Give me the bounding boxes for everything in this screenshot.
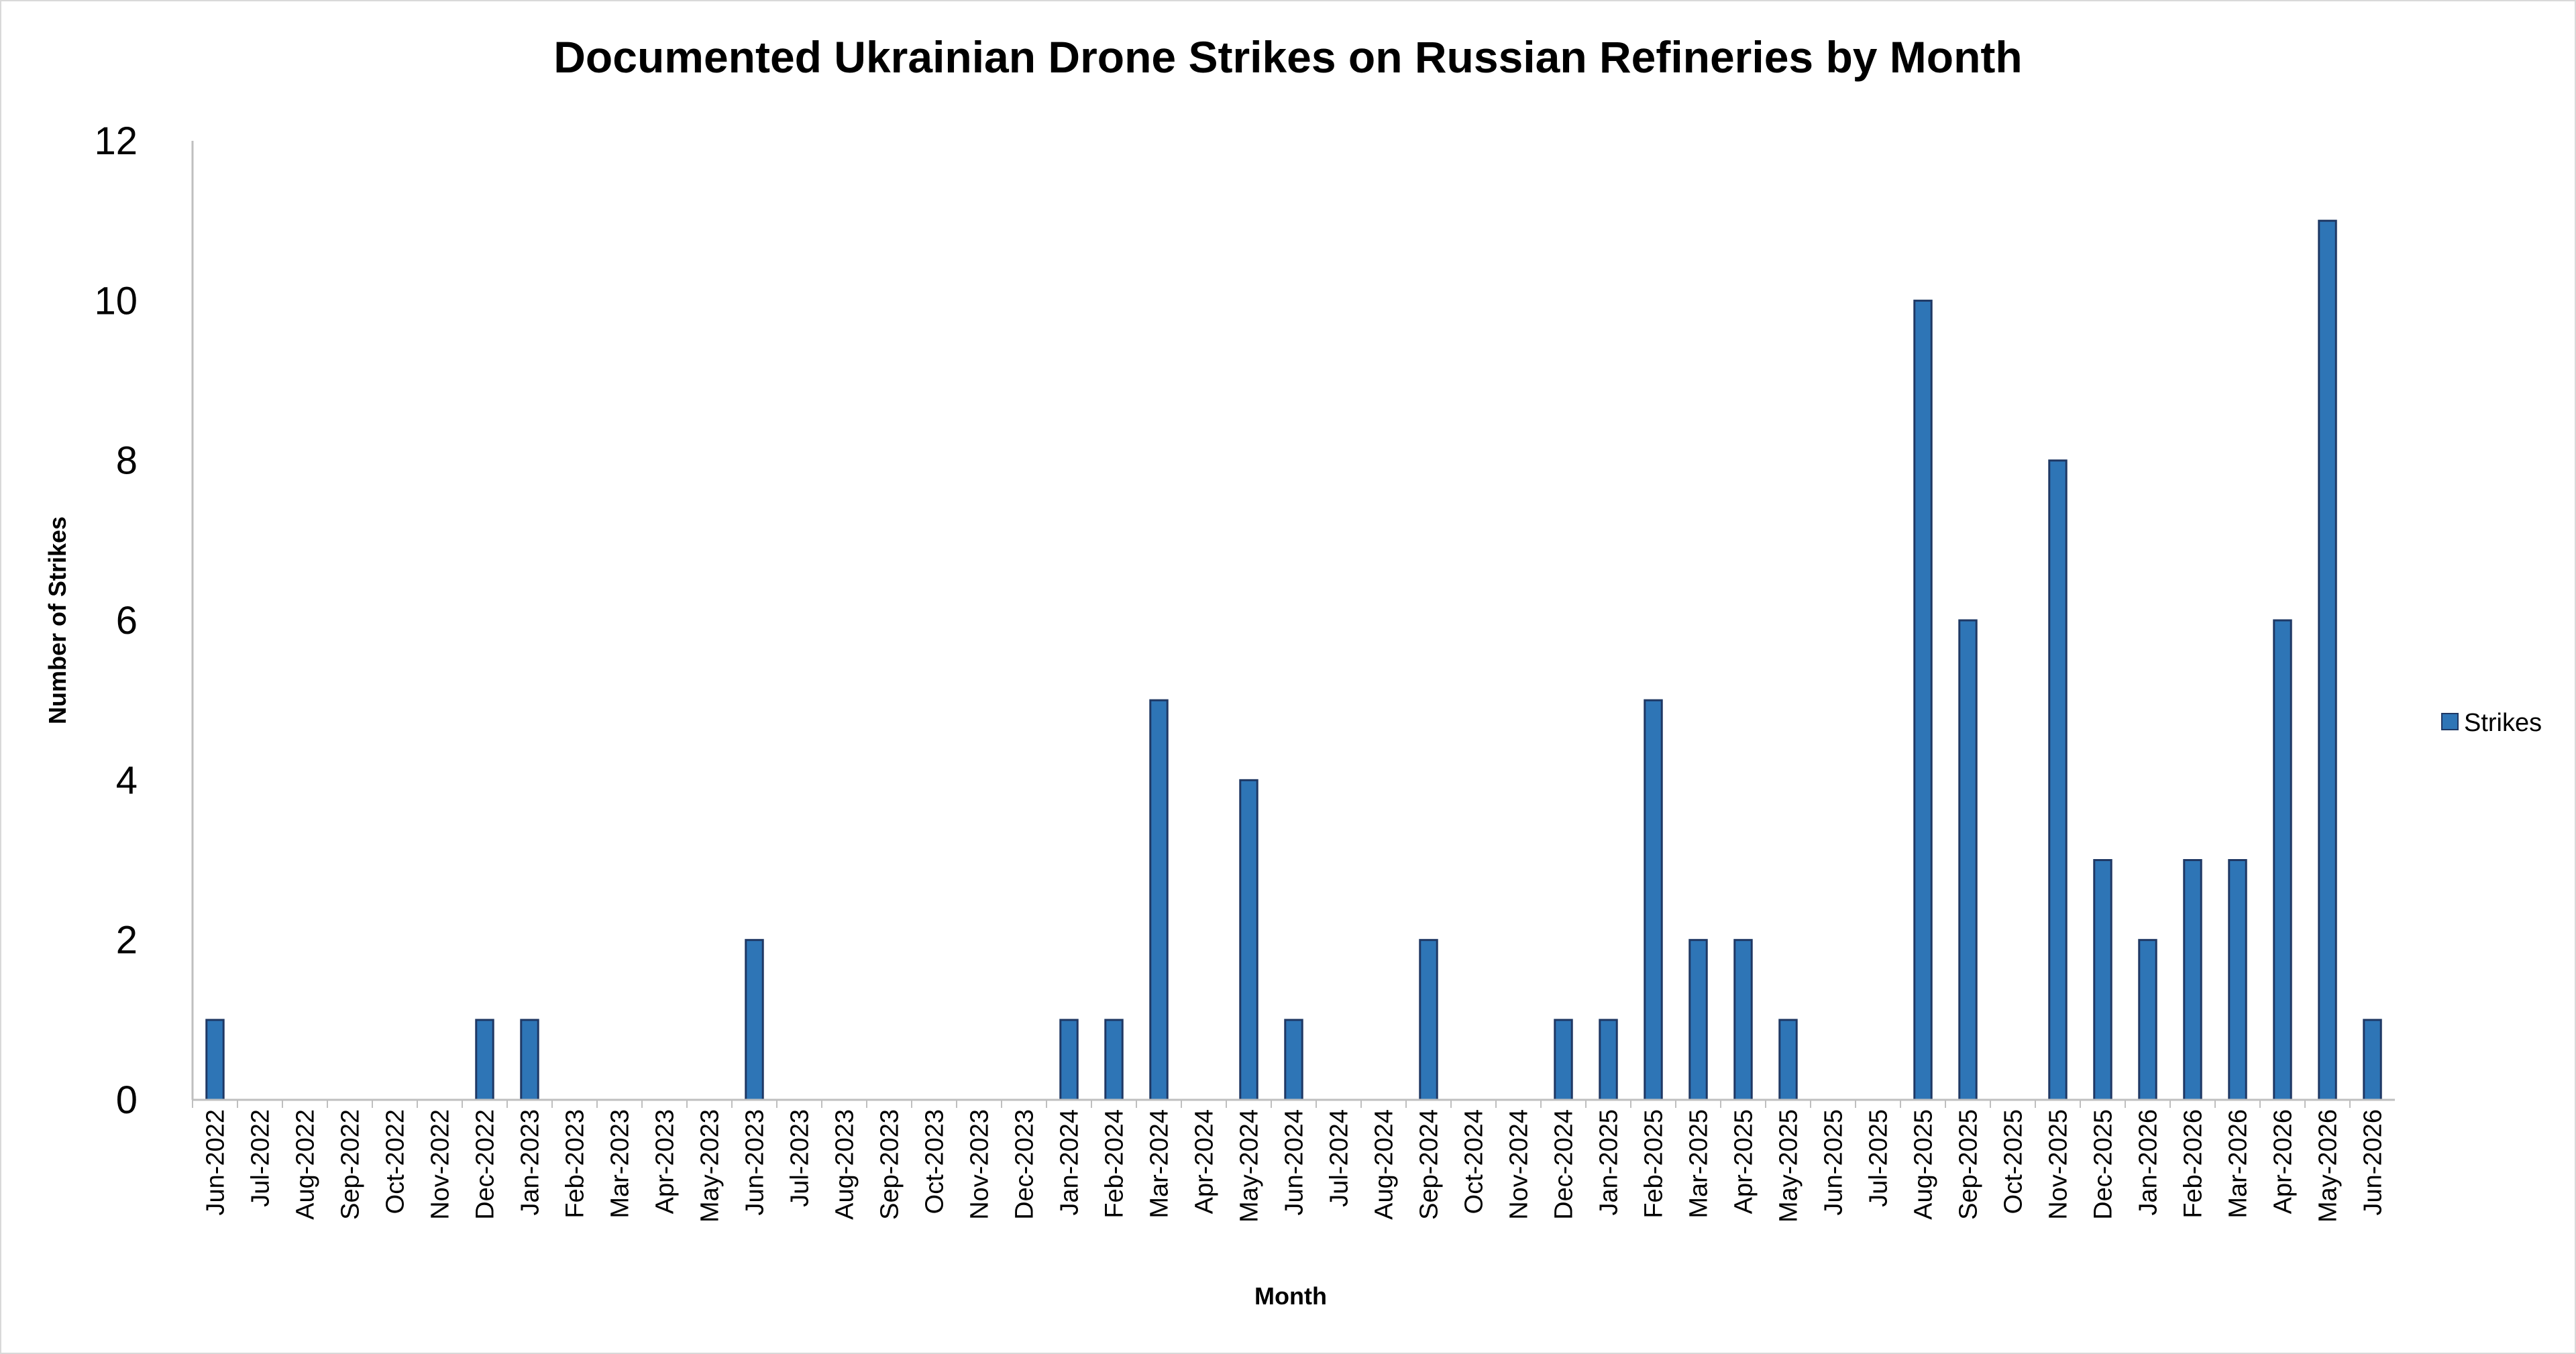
x-tick-label: May-2026 [2314, 1109, 2343, 1223]
bar [1149, 699, 1169, 1101]
bar [1958, 619, 1978, 1101]
x-axis-ticks: Jun-2022 Jul-2022 Aug-2022 Sep-2022 Oct-2022… [192, 1100, 2387, 1223]
y-tick-label: 2 [116, 919, 138, 962]
chart-title: Documented Ukrainian Drone Strikes on Ru… [553, 32, 2022, 82]
x-tick-label: Nov-2024 [1505, 1109, 1534, 1220]
x-tick-label: Mar-2025 [1685, 1109, 1713, 1219]
x-tick-label: Jun-2022 [202, 1109, 230, 1215]
x-tick-label: Aug-2025 [1910, 1109, 1938, 1220]
x-tick-label: Jan-2024 [1056, 1109, 1084, 1215]
x-tick-label: Oct-2022 [382, 1109, 410, 1214]
bar [2183, 859, 2202, 1101]
bar [1284, 1019, 1303, 1101]
x-tick-label: Jul-2024 [1326, 1109, 1354, 1207]
legend-swatch [2441, 713, 2459, 730]
x-tick-label: Sep-2024 [1415, 1109, 1444, 1220]
x-tick-label: May-2024 [1236, 1109, 1264, 1223]
y-tick-label: 10 [94, 279, 138, 323]
x-tick-label: Apr-2023 [651, 1109, 680, 1214]
bar [475, 1019, 494, 1101]
x-tick-label: Oct-2025 [2000, 1109, 2028, 1214]
x-tick-label: Mar-2026 [2224, 1109, 2253, 1219]
bar [205, 1019, 225, 1101]
x-tick-label: Feb-2023 [561, 1109, 590, 1219]
bar [2093, 859, 2112, 1101]
bar [1778, 1019, 1798, 1101]
bar [1419, 939, 1438, 1101]
bar [1059, 1019, 1079, 1101]
x-tick-label: Jun-2024 [1281, 1109, 1309, 1215]
x-tick-label: Mar-2023 [606, 1109, 635, 1219]
x-tick-label: May-2025 [1775, 1109, 1803, 1223]
x-tick-label: Nov-2022 [427, 1109, 455, 1220]
x-tick-label: Oct-2024 [1460, 1109, 1489, 1214]
x-tick-label: Jan-2026 [2135, 1109, 2163, 1215]
x-tick-label: Aug-2024 [1371, 1109, 1399, 1220]
bar [2138, 939, 2157, 1101]
x-tick-label: Apr-2025 [1730, 1109, 1758, 1214]
x-tick-label: Nov-2025 [2045, 1109, 2073, 1220]
bar [520, 1019, 539, 1101]
x-tick-label: Aug-2023 [831, 1109, 859, 1220]
bar [2228, 859, 2247, 1101]
x-tick-label: Jun-2023 [741, 1109, 769, 1215]
x-tick-label: Feb-2026 [2180, 1109, 2208, 1219]
x-tick-label: Sep-2023 [876, 1109, 904, 1220]
x-tick-label: Dec-2025 [2090, 1109, 2118, 1220]
bar [1644, 699, 1663, 1101]
y-tick-label: 12 [94, 119, 138, 163]
y-tick-label: 6 [116, 599, 138, 642]
x-tick-label: Jun-2025 [1820, 1109, 1848, 1215]
x-tick-label: Dec-2022 [472, 1109, 500, 1220]
x-tick-label: Sep-2025 [1955, 1109, 1983, 1220]
y-tick-label: 4 [116, 758, 138, 802]
bar [1733, 939, 1753, 1101]
x-tick-label: Nov-2023 [966, 1109, 994, 1220]
bar [1104, 1019, 1124, 1101]
x-tick-label: Feb-2024 [1101, 1109, 1129, 1219]
x-tick-label: Dec-2024 [1550, 1109, 1578, 1220]
x-tick-label: Aug-2022 [292, 1109, 320, 1220]
bar [2273, 619, 2292, 1101]
bar [1554, 1019, 1573, 1101]
bar [2318, 219, 2337, 1101]
bar [1688, 939, 1708, 1101]
x-tick-label: Apr-2026 [2269, 1109, 2298, 1214]
bars [205, 219, 2382, 1101]
x-tick-label: Oct-2023 [921, 1109, 949, 1214]
y-axis-title: Number of Strikes [44, 516, 71, 724]
x-tick-label: Jul-2022 [247, 1109, 275, 1207]
bar [745, 939, 764, 1101]
x-tick-label: Jan-2023 [517, 1109, 545, 1215]
x-tick-label: Sep-2022 [337, 1109, 365, 1220]
y-axis-ticks: 0 2 4 6 8 10 12 [94, 119, 138, 1122]
x-tick-label: Feb-2025 [1640, 1109, 1668, 1219]
bar [2048, 459, 2068, 1101]
x-tick-label: Jan-2025 [1595, 1109, 1623, 1215]
x-tick-label: Mar-2024 [1146, 1109, 1174, 1219]
legend: Strikes [2441, 709, 2542, 737]
x-tick-label: Jun-2026 [2359, 1109, 2387, 1215]
x-tick-label: May-2023 [696, 1109, 724, 1223]
bar [1239, 779, 1258, 1101]
bar [1913, 299, 1933, 1101]
x-axis-title: Month [1254, 1282, 1327, 1310]
x-tick-label: Jul-2025 [1865, 1109, 1893, 1207]
x-tick-label: Apr-2024 [1191, 1109, 1219, 1214]
y-tick-label: 0 [116, 1078, 138, 1122]
y-tick-label: 8 [116, 439, 138, 483]
x-tick-label: Jul-2023 [786, 1109, 814, 1207]
bar [1599, 1019, 1618, 1101]
x-tick-label: Dec-2023 [1011, 1109, 1039, 1220]
legend-label: Strikes [2464, 709, 2542, 737]
bar [2363, 1019, 2382, 1101]
